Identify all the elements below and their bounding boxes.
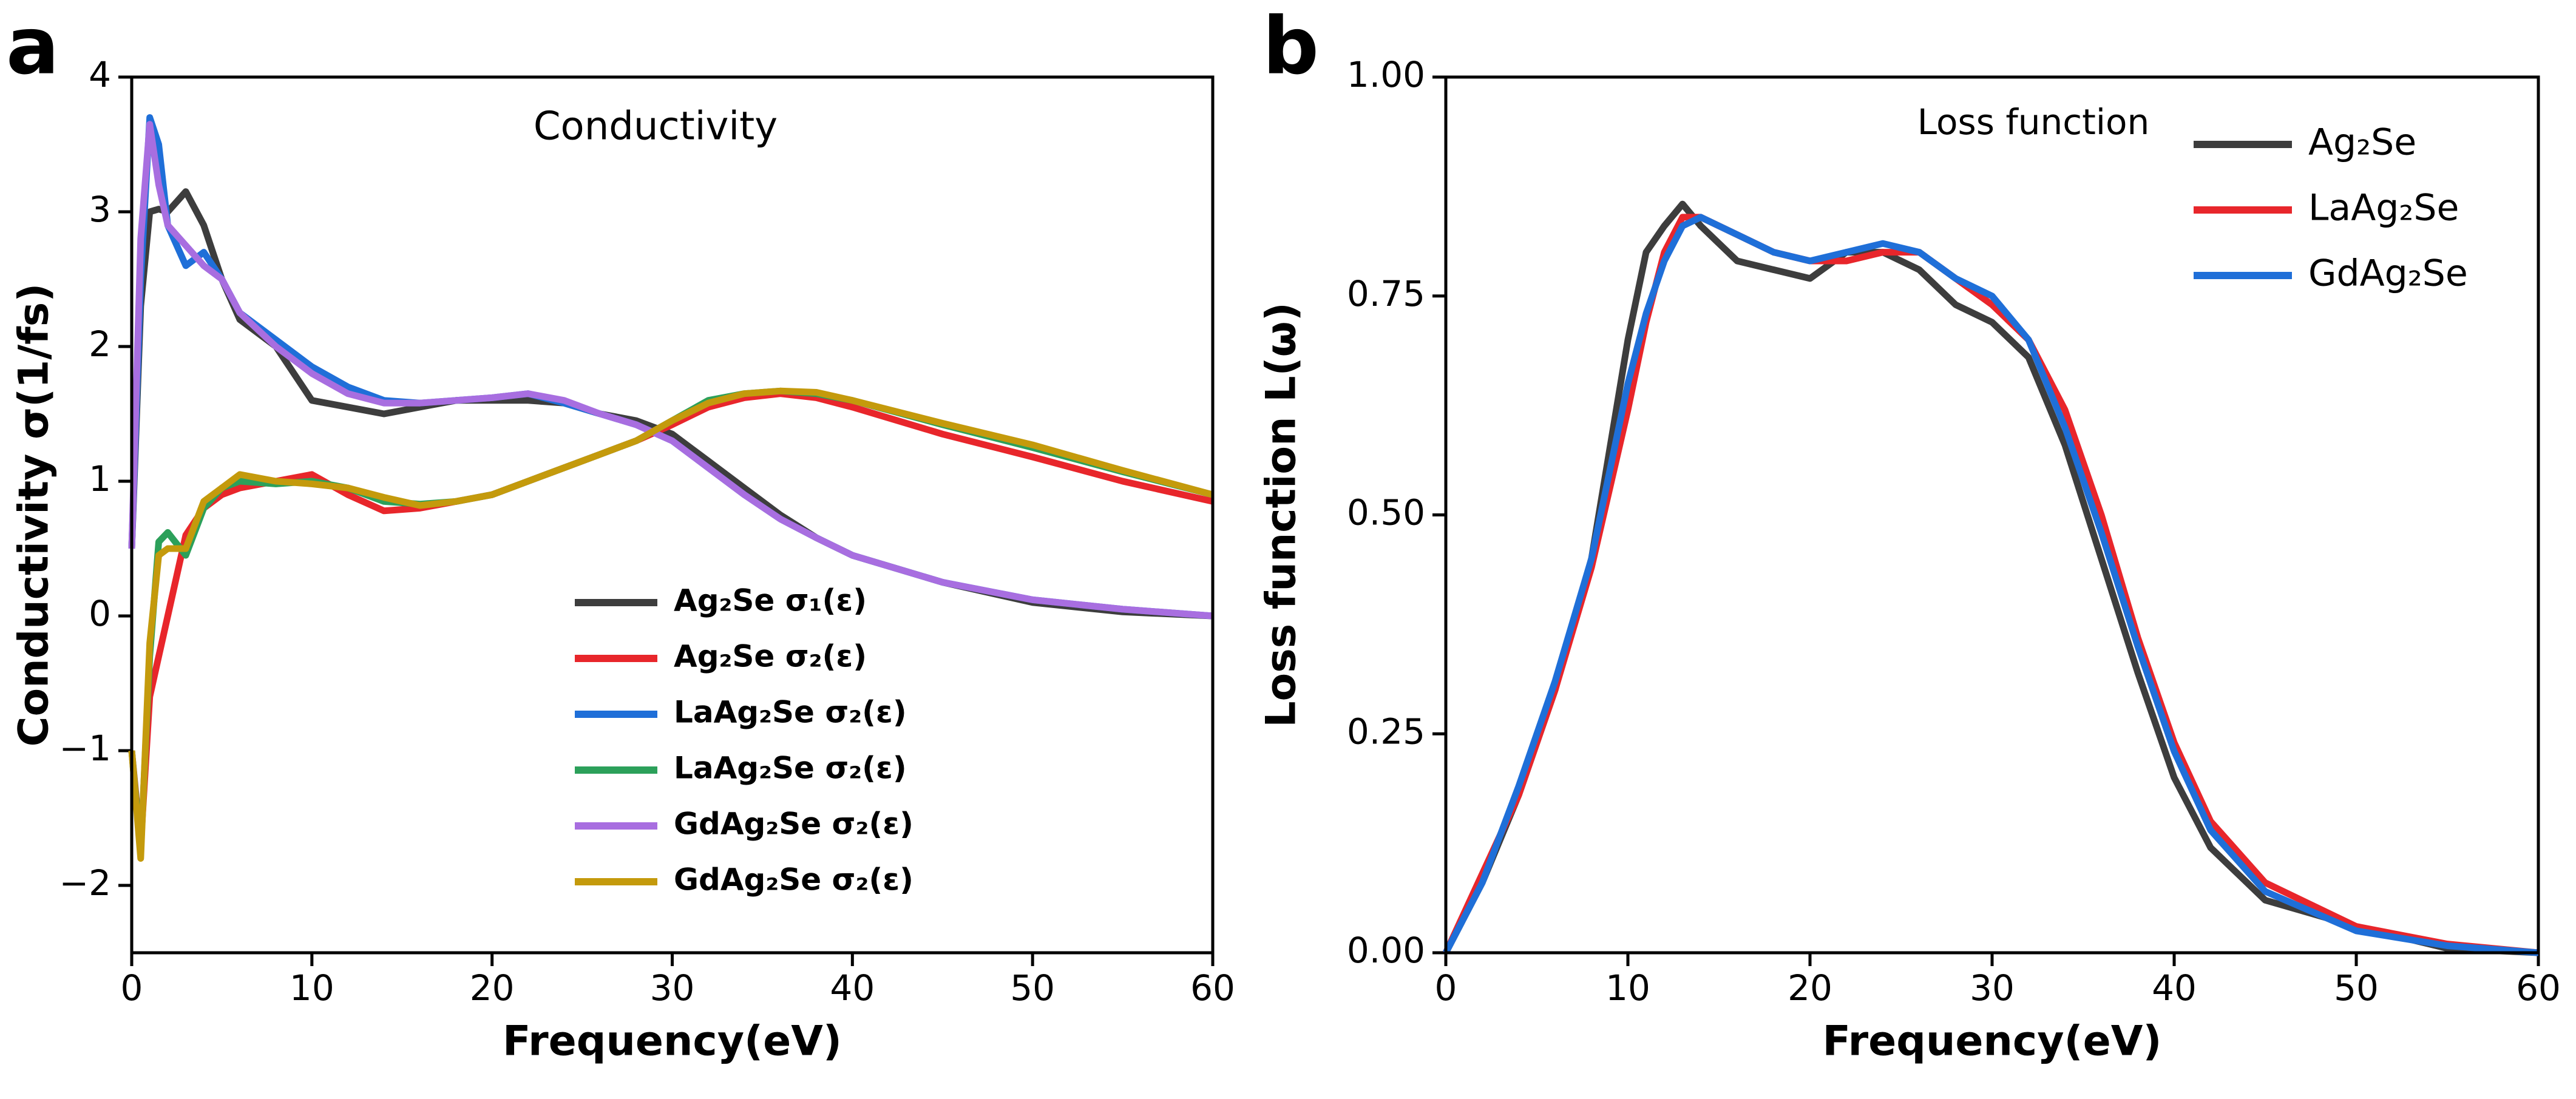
x-tick-label: 30 — [650, 967, 695, 1009]
y-axis-label: Loss function L(ω) — [1258, 302, 1306, 728]
legend-label: GdAg₂Se σ₂(ε) — [674, 862, 913, 898]
line-series — [128, 121, 1213, 620]
x-tick-label: 20 — [1788, 967, 1832, 1009]
x-tick-label: 20 — [470, 967, 515, 1009]
line-series — [128, 390, 1214, 848]
panel-label: a — [6, 0, 59, 92]
y-tick-label: 1 — [89, 458, 111, 499]
x-axis-label: Frequency(eV) — [503, 1018, 842, 1066]
line-series — [128, 387, 1214, 862]
x-tick-label: 30 — [1970, 967, 2015, 1009]
x-tick-label: 10 — [1605, 967, 1650, 1009]
line-series — [1443, 214, 2539, 956]
legend-label: GdAg₂Se — [2308, 252, 2468, 295]
x-tick-label: 50 — [1010, 967, 1055, 1009]
line-series — [1443, 200, 2539, 956]
legend-label: Ag₂Se σ₂(ε) — [674, 639, 867, 674]
legend-label: Ag₂Se — [2308, 121, 2416, 164]
y-tick-label: 4 — [89, 54, 111, 95]
line-series — [128, 114, 1213, 620]
legend-label: LaAg₂Se σ₂(ε) — [674, 751, 907, 786]
x-axis-label: Frequency(eV) — [1823, 1018, 2162, 1066]
x-tick-label: 0 — [121, 967, 143, 1009]
y-tick-label: −1 — [59, 728, 112, 769]
annotation: Loss function — [1917, 101, 2150, 143]
x-tick-label: 10 — [290, 967, 334, 1009]
x-tick-label: 50 — [2334, 967, 2379, 1009]
y-tick-label: 0.25 — [1347, 711, 1425, 752]
axes-frame — [130, 75, 1215, 955]
line-series — [128, 188, 1213, 620]
legend-label: LaAg₂Se σ₂(ε) — [674, 695, 907, 730]
y-tick-label: −2 — [59, 862, 112, 904]
y-tick-label: 0 — [89, 593, 111, 634]
y-axis-label: Conductivity σ(1/fs) — [10, 283, 58, 747]
y-tick-label: 1.00 — [1347, 54, 1425, 95]
legend-label: LaAg₂Se — [2308, 187, 2459, 229]
axes-frame — [1444, 75, 2540, 955]
annotation: Conductivity — [534, 104, 778, 149]
legend-label: GdAg₂Se σ₂(ε) — [674, 806, 913, 842]
legend-label: Ag₂Se σ₁(ε) — [674, 583, 867, 618]
y-tick-label: 0.00 — [1347, 930, 1425, 971]
x-tick-label: 60 — [1190, 967, 1235, 1009]
x-tick-label: 40 — [830, 967, 875, 1009]
x-tick-label: 60 — [2516, 967, 2561, 1009]
x-tick-label: 40 — [2152, 967, 2197, 1009]
y-tick-label: 0.50 — [1347, 492, 1425, 533]
y-tick-label: 3 — [89, 189, 111, 230]
x-tick-label: 0 — [1435, 967, 1457, 1009]
line-series — [1443, 214, 2539, 956]
y-tick-label: 0.75 — [1347, 273, 1425, 314]
y-tick-label: 2 — [89, 323, 111, 365]
panel-label: b — [1263, 0, 1319, 92]
